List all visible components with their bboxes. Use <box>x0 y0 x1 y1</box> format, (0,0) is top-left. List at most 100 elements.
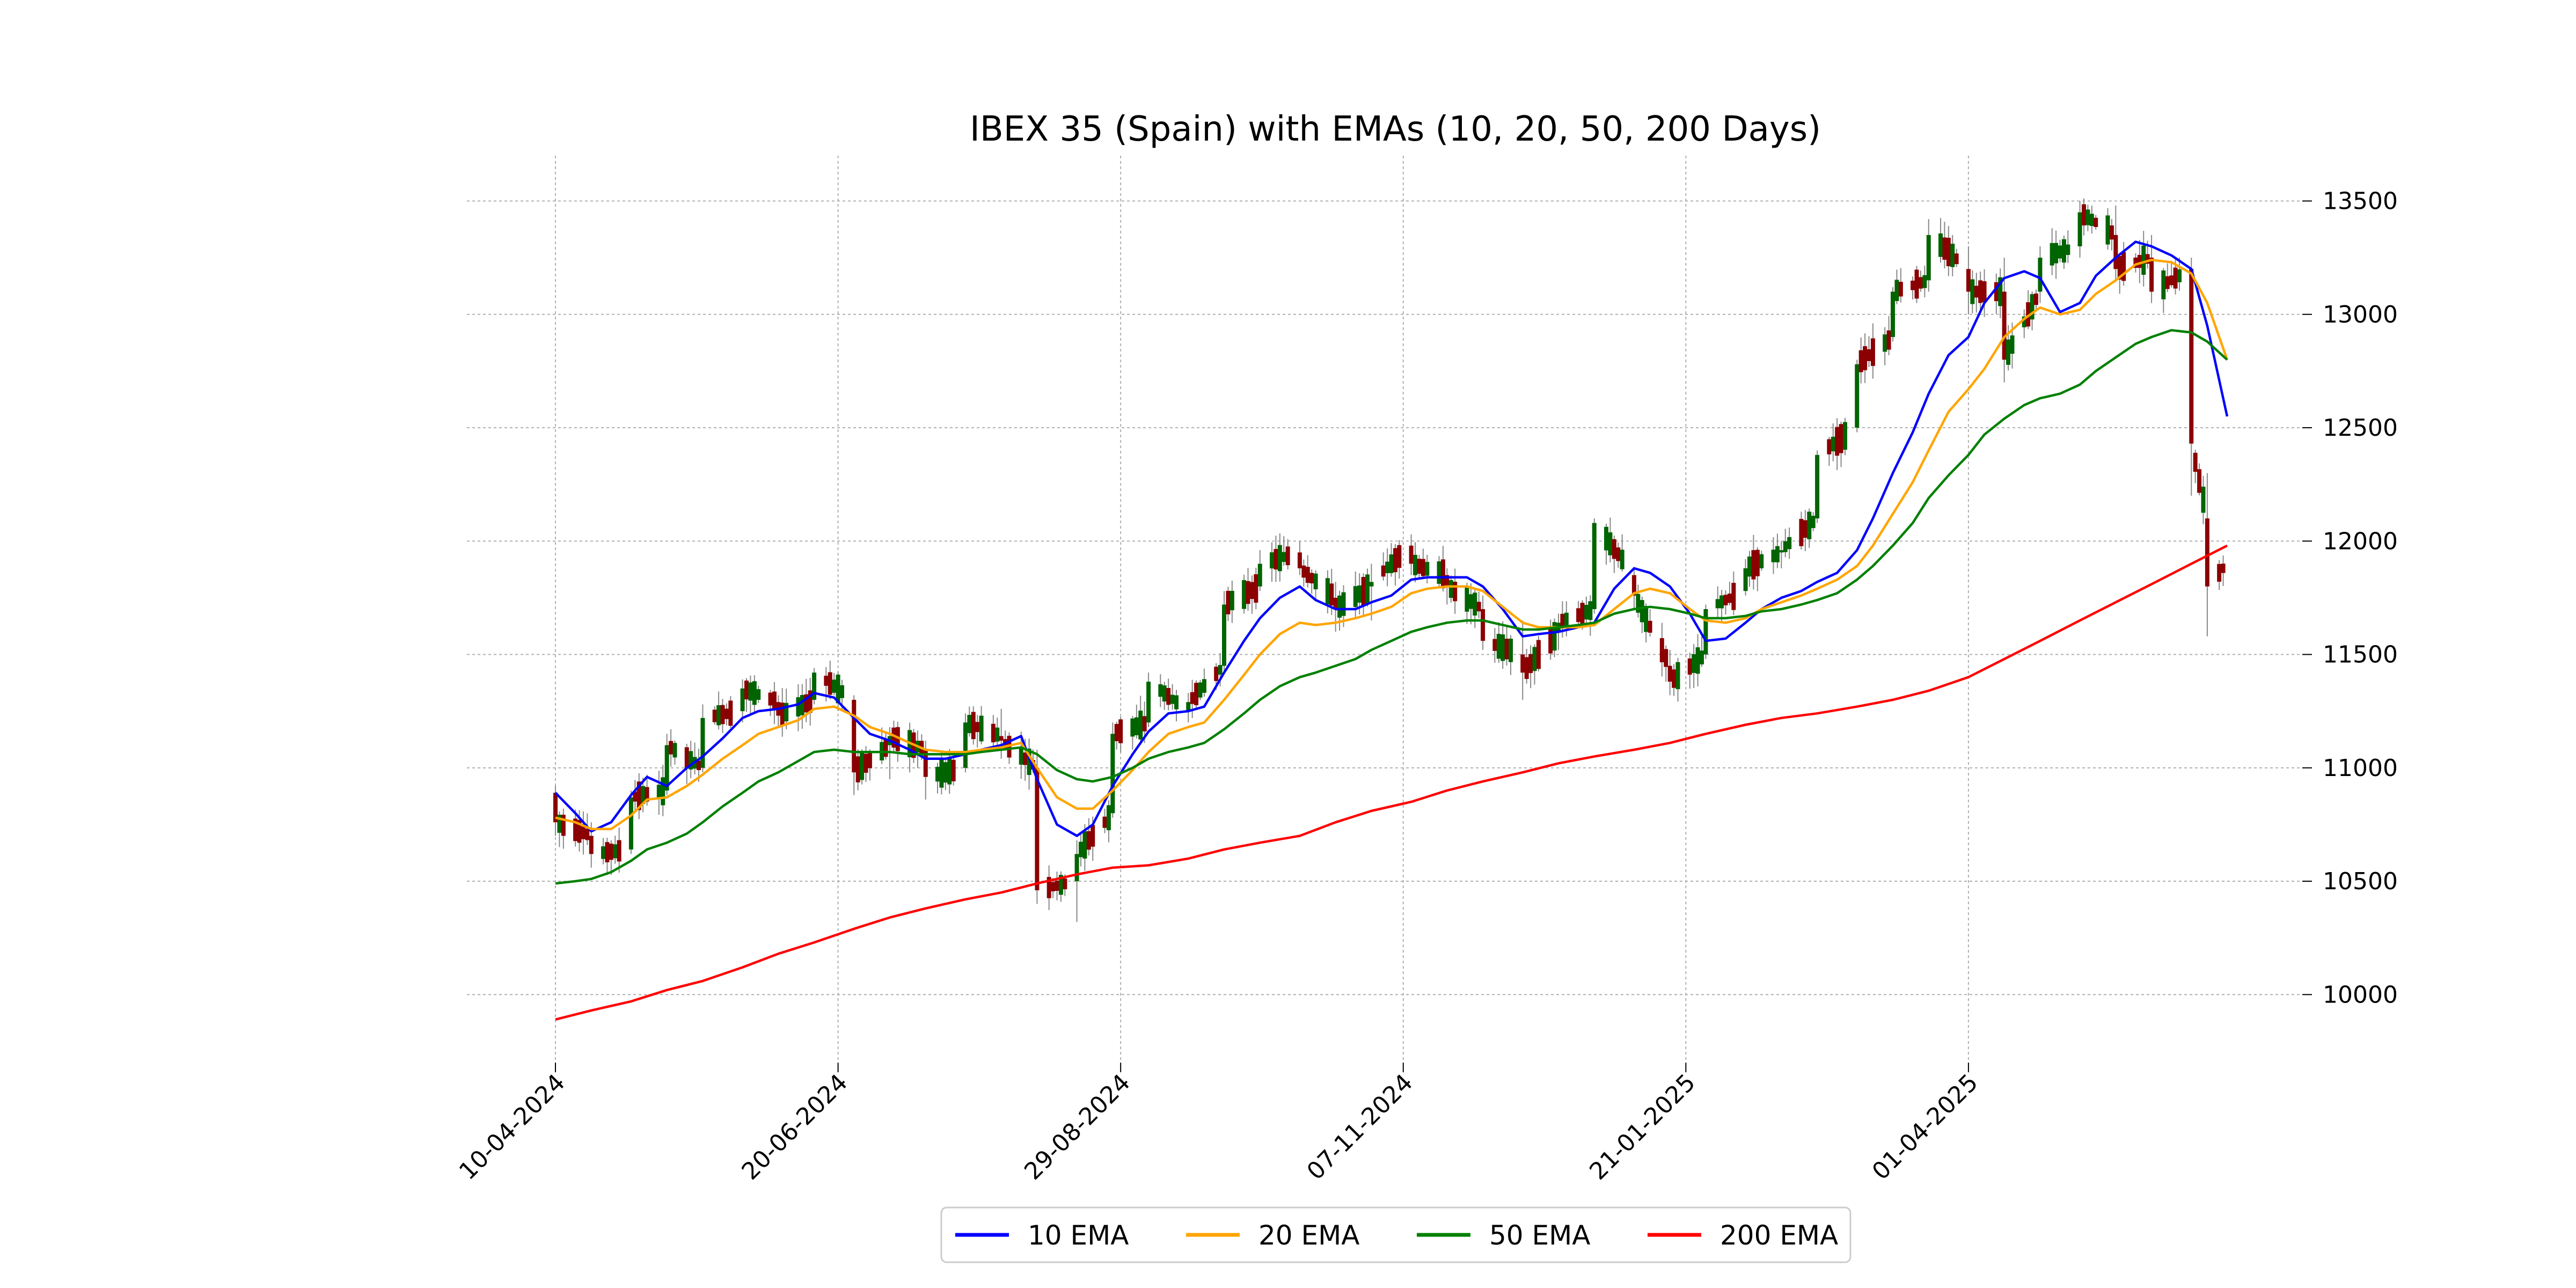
candle-body <box>1329 583 1334 606</box>
candle-body <box>641 786 646 804</box>
candle-body <box>1468 594 1473 609</box>
candle-body <box>1612 539 1616 559</box>
candle-body <box>748 682 753 701</box>
candle-body <box>947 758 952 785</box>
candle-body <box>1926 235 1931 281</box>
candle-body <box>1249 582 1254 599</box>
candle-body <box>1843 422 1847 450</box>
candle-body <box>1867 349 1871 361</box>
x-tick-label: 01-04-2025 <box>1867 1069 1984 1185</box>
candle-body <box>1448 580 1453 598</box>
x-tick-label: 29-08-2024 <box>1019 1069 1136 1185</box>
candle-body <box>1190 692 1195 704</box>
candle-body <box>1142 716 1147 731</box>
candle-body <box>2030 294 2035 320</box>
candle-body <box>935 766 940 782</box>
candle-body <box>836 675 840 704</box>
candle-body <box>1664 649 1668 667</box>
candle-body <box>720 705 725 724</box>
candle-body <box>1202 679 1206 693</box>
candle-body <box>860 752 865 780</box>
candle-body <box>1811 516 1816 528</box>
candle-body <box>1831 436 1835 452</box>
y-tick-label: 10500 <box>2323 868 2398 895</box>
candle-body <box>1440 559 1445 589</box>
candle-body <box>1644 606 1649 632</box>
legend: 10 EMA 20 EMA 50 EMA 200 EMA <box>940 1206 1851 1263</box>
candle-body <box>1325 578 1330 605</box>
candle-body <box>1282 552 1286 562</box>
candle-body <box>1146 682 1151 723</box>
candle-body <box>1138 711 1143 740</box>
candle-body <box>2054 243 2059 264</box>
y-tick-label: 11500 <box>2323 641 2398 669</box>
candle-body <box>636 781 641 810</box>
candle-body <box>975 722 980 733</box>
candle-body <box>1114 724 1119 742</box>
candle-body <box>1870 338 1875 366</box>
candle-body <box>1687 658 1692 675</box>
x-axis-ticks: 10-04-2024 20-06-2024 29-08-2024 07-11-2024… <box>454 1063 1984 1185</box>
candle-body <box>1584 605 1589 620</box>
candle-body <box>2221 564 2226 573</box>
candle-body <box>1473 592 1477 616</box>
candle-body <box>780 702 785 726</box>
candle-body <box>1667 665 1672 682</box>
candle-body <box>1640 600 1644 623</box>
candle-body <box>1918 277 1923 289</box>
candle-body <box>800 695 804 715</box>
candle-body <box>1445 575 1450 587</box>
candle-body <box>1580 603 1585 625</box>
candle-body <box>2197 469 2202 493</box>
candle-body <box>2077 212 2082 246</box>
candle-body <box>943 762 948 783</box>
candle-body <box>1058 875 1063 895</box>
candle-body <box>963 722 968 768</box>
candle-body <box>852 700 857 773</box>
candle-body <box>1031 760 1035 770</box>
candle-body <box>1727 594 1732 603</box>
y-tick-label: 11000 <box>2323 755 2398 782</box>
candle-body <box>1198 682 1203 698</box>
candle-body <box>1186 702 1191 712</box>
legend-label: 20 EMA <box>1258 1220 1359 1251</box>
candle-body <box>2006 339 2011 365</box>
candle-body <box>784 702 789 722</box>
candle-body <box>672 743 677 758</box>
candle-body <box>1254 574 1258 603</box>
candle-body <box>1695 647 1700 674</box>
candle-body <box>2089 214 2094 226</box>
candle-body <box>1552 622 1557 651</box>
candle-body <box>979 715 984 742</box>
candle-body <box>2010 335 2015 354</box>
y-tick-label: 12000 <box>2323 528 2398 555</box>
candle-body <box>1277 545 1282 572</box>
candle-body <box>589 836 594 854</box>
candle-body <box>1950 244 1955 267</box>
candle-body <box>1775 546 1780 562</box>
candle-body <box>1074 854 1079 881</box>
candle-body <box>951 759 956 781</box>
candle-body <box>1922 275 1927 288</box>
candle-body <box>1576 608 1581 623</box>
candle-body <box>1942 237 1947 260</box>
y-tick-label: 13000 <box>2323 301 2398 328</box>
candle-body <box>1055 880 1059 891</box>
candle-body <box>740 688 745 712</box>
candle-body <box>1393 548 1397 573</box>
candle-body <box>1911 280 1915 290</box>
candle-body <box>1369 582 1374 587</box>
candle-body <box>1970 279 1975 304</box>
candle-body <box>1998 277 2003 306</box>
candle-body <box>1230 590 1234 611</box>
candle-body <box>2002 291 2007 360</box>
candle-body <box>601 846 605 859</box>
candle-body <box>995 727 1000 742</box>
candle-body <box>1978 280 1983 303</box>
candle-body <box>863 753 868 773</box>
candle-body <box>1027 748 1031 775</box>
candle-body <box>867 752 872 769</box>
candle-body <box>1130 718 1135 737</box>
candle-body <box>1835 427 1840 456</box>
candle-body <box>1079 841 1083 858</box>
